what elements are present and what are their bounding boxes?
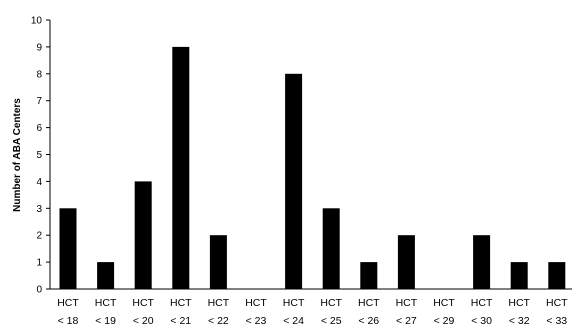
x-category-label-line1: HCT — [471, 297, 493, 309]
x-category-label-line1: HCT — [245, 297, 267, 309]
x-category-label-line1: HCT — [320, 297, 342, 309]
y-tick-label: 2 — [36, 231, 42, 242]
x-category-label-line2: < 19 — [95, 315, 116, 327]
x-category-label-line2: < 21 — [170, 315, 191, 327]
x-category-label-line1: HCT — [358, 297, 380, 309]
x-category-label-line1: HCT — [208, 297, 230, 309]
x-category-label-line2: < 26 — [358, 315, 379, 327]
x-category-label-line2: < 18 — [58, 315, 79, 327]
y-tick-label: 5 — [36, 150, 42, 161]
bar — [59, 208, 77, 289]
x-category-label-line1: HCT — [170, 297, 192, 309]
x-category-label-line1: HCT — [433, 297, 455, 309]
x-category-label-line1: HCT — [396, 297, 418, 309]
y-tick-label: 0 — [36, 285, 42, 296]
bar — [548, 262, 566, 289]
x-category-label-line2: < 24 — [283, 315, 304, 327]
bar — [322, 208, 340, 289]
y-tick-label: 6 — [36, 123, 42, 134]
bar — [473, 235, 491, 289]
x-category-label-line2: < 22 — [208, 315, 229, 327]
bar — [172, 46, 190, 290]
x-category-label-line2: < 29 — [434, 315, 455, 327]
bar — [97, 262, 115, 289]
bar — [209, 235, 227, 289]
y-axis-ticks: 0 1 2 3 4 5 6 7 8 9 10 — [31, 16, 50, 296]
x-category-label-line2: < 25 — [321, 315, 342, 327]
x-category-label-line1: HCT — [132, 297, 154, 309]
x-category-label-line1: HCT — [283, 297, 305, 309]
bar — [285, 73, 303, 289]
bar — [510, 262, 528, 289]
y-tick-label: 9 — [36, 42, 42, 53]
y-tick-label: 3 — [36, 204, 42, 215]
x-category-label-line1: HCT — [546, 297, 568, 309]
x-category-label-line2: < 30 — [471, 315, 492, 327]
bar — [360, 262, 378, 289]
x-category-label-line2: < 27 — [396, 315, 417, 327]
y-tick-label: 10 — [31, 16, 43, 27]
x-category-label-line1: HCT — [95, 297, 117, 309]
bars — [59, 46, 566, 290]
y-axis-title: Number of ABA Centers — [12, 98, 23, 212]
x-category-label-line1: HCT — [508, 297, 530, 309]
x-category-label-line2: < 23 — [246, 315, 267, 327]
bar — [397, 235, 415, 289]
x-category-label-line2: < 33 — [546, 315, 567, 327]
y-tick-label: 4 — [36, 177, 42, 188]
y-tick-label: 8 — [36, 69, 42, 80]
x-axis-labels: HCT < 18 HCT < 19 HCT < 20 HCT < 21 HCT < 22 HCT < … — [57, 297, 568, 327]
x-category-label-line2: < 20 — [133, 315, 154, 327]
x-category-label-line2: < 32 — [509, 315, 530, 327]
x-category-label-line1: HCT — [57, 297, 79, 309]
bar — [134, 181, 152, 289]
y-tick-label: 7 — [36, 96, 42, 107]
y-tick-label: 1 — [36, 258, 42, 269]
